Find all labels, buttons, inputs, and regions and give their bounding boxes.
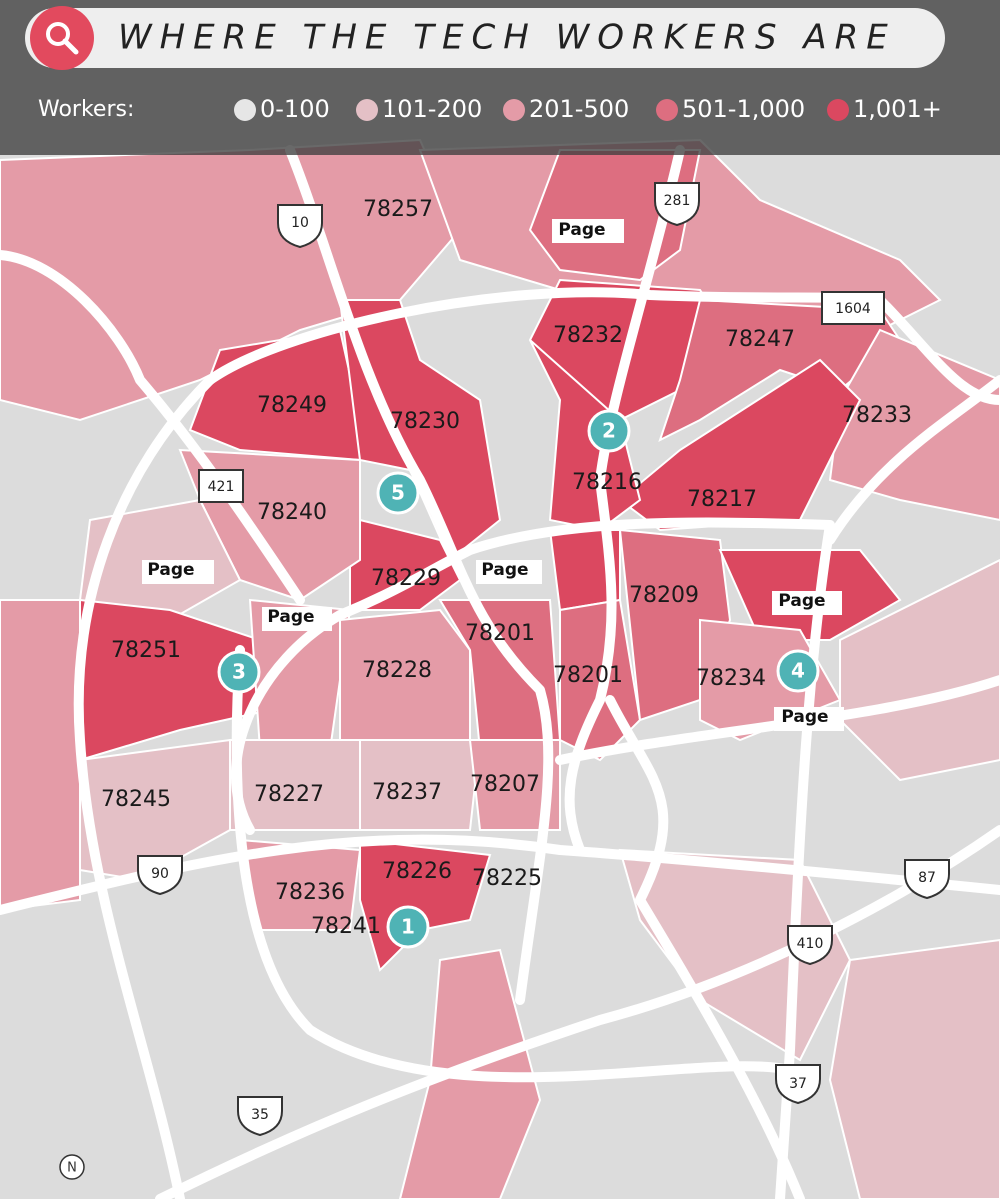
page-label[interactable]: Page (147, 560, 194, 580)
page-label[interactable]: Page (267, 607, 314, 627)
zip-label: 78234 (696, 666, 766, 691)
shield (787, 925, 833, 966)
zip-label: 78201 (465, 621, 535, 646)
zip-label: 78257 (363, 197, 433, 222)
markers: 1 2 3 4 5 (217, 409, 820, 949)
search-bar[interactable] (25, 8, 945, 68)
zip-label: 78225 (472, 866, 542, 891)
legend-swatch (503, 99, 525, 121)
zip-label: 78245 (101, 787, 171, 812)
page-label[interactable]: Page (481, 560, 528, 580)
marker[interactable] (776, 649, 820, 693)
page-tag[interactable] (476, 560, 542, 584)
legend-swatch (827, 99, 849, 121)
zip-labels: 78257 78232 78247 78249 78230 78233 7821… (101, 197, 912, 939)
shield (821, 291, 885, 325)
zip-label: 78207 (470, 772, 540, 797)
highway-label: 281 (664, 193, 691, 209)
highway-label: 10 (291, 215, 309, 231)
shield (198, 469, 244, 503)
marker[interactable] (587, 409, 631, 453)
zip-label: 78229 (371, 566, 441, 591)
legend-item: 101-200 (382, 95, 482, 123)
legend-item: 1,001+ (853, 95, 942, 123)
search-icon[interactable] (30, 6, 94, 70)
page-label[interactable]: Page (778, 591, 825, 611)
shield (904, 859, 950, 900)
legend-item: 501-1,000 (682, 95, 805, 123)
search-handle (62, 38, 79, 55)
compass (59, 1154, 85, 1180)
zip-label: 78227 (254, 782, 324, 807)
shield (237, 1096, 283, 1137)
highway-label: 87 (918, 870, 936, 886)
legend-swatch (356, 99, 378, 121)
marker[interactable] (217, 650, 261, 694)
highway-shields: 10 281 1604 421 90 87 410 37 35 (137, 182, 950, 1137)
compass-label: N (67, 1161, 77, 1176)
legend-item: 201-500 (529, 95, 629, 123)
page-tag[interactable] (262, 607, 332, 631)
zip-label: 78233 (842, 403, 912, 428)
zip-label: 78209 (629, 583, 699, 608)
shield (654, 182, 700, 227)
highway-label: 410 (797, 936, 824, 952)
marker-label[interactable]: 5 (391, 481, 405, 505)
zip-label: 78236 (275, 880, 345, 905)
highway-label: 421 (208, 479, 235, 495)
zip-label: 78232 (553, 323, 623, 348)
page-tag[interactable] (774, 707, 844, 731)
shield (277, 204, 323, 249)
search-glass (46, 22, 70, 46)
marker-label[interactable]: 4 (791, 659, 805, 683)
marker-label[interactable]: 2 (602, 419, 616, 443)
zip-label: 78230 (390, 409, 460, 434)
page-label[interactable]: Page (558, 220, 605, 240)
legend-label: Workers: (38, 97, 134, 122)
marker[interactable] (386, 905, 430, 949)
page-label[interactable]: Page (781, 707, 828, 727)
zip-label: 78247 (725, 327, 795, 352)
zip-label: 78217 (687, 487, 757, 512)
legend-item: 0-100 (260, 95, 330, 123)
shield (775, 1064, 821, 1105)
zip-label: 78216 (572, 470, 642, 495)
zip-label: 78241 (311, 914, 381, 939)
page-labels: Page Page Page Page Page Page (142, 219, 844, 731)
zip-label: 78249 (257, 393, 327, 418)
highway-label: 37 (789, 1076, 807, 1092)
legend-swatch (656, 99, 678, 121)
highway-label: 35 (251, 1107, 269, 1123)
highway-label: 90 (151, 866, 169, 882)
page-tag[interactable] (142, 560, 214, 584)
legend-swatch (234, 99, 256, 121)
zip-label: 78228 (362, 658, 432, 683)
marker[interactable] (376, 471, 420, 515)
marker-label[interactable]: 1 (401, 915, 415, 939)
marker-label[interactable]: 3 (232, 660, 246, 684)
zip-label: 78240 (257, 500, 327, 525)
zip-label: 78251 (111, 638, 181, 663)
highway-label: 1604 (835, 301, 871, 317)
page-tag[interactable] (552, 219, 624, 243)
zip-label: 78201 (553, 663, 623, 688)
legend: 0-100 101-200 201-500 501-1,000 1,001+ (234, 95, 942, 123)
title: WHERE THE TECH WORKERS ARE (118, 18, 896, 58)
zip-label: 78237 (372, 780, 442, 805)
roads (0, 145, 1000, 1203)
page-tag[interactable] (772, 591, 842, 615)
zip-label: 78226 (382, 859, 452, 884)
shield (137, 855, 183, 896)
